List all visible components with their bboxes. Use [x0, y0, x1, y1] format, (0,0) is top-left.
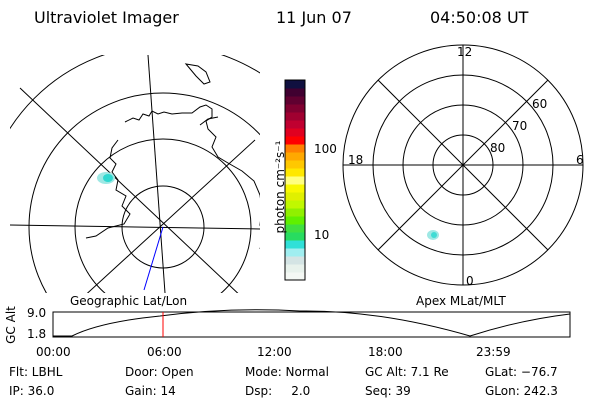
colorbar-swatch [285, 208, 305, 217]
colorbar-swatch [285, 80, 305, 89]
colorbar-tick-100: 100 [314, 142, 337, 156]
timeline-plot [52, 309, 571, 338]
filter-status: Flt: LBHL [9, 365, 63, 379]
colorbar-swatch [285, 152, 305, 161]
door-status: Door: Open [125, 365, 194, 379]
colorbar-swatch [285, 224, 305, 233]
lat-70-label: 70 [512, 119, 528, 133]
colorbar-swatch [285, 216, 305, 225]
colorbar-tick-10: 10 [314, 228, 330, 242]
colorbar-frame [284, 79, 306, 281]
colorbar-swatch [285, 256, 305, 265]
instrument-title: Ultraviolet Imager [34, 8, 179, 27]
colorbar-swatch [285, 232, 305, 241]
left-map-caption: Geographic Lat/Lon [70, 294, 188, 308]
colorbar-swatch [285, 168, 305, 177]
xtick: 00:00 [36, 345, 71, 359]
right-map-caption: Apex MLat/MLT [416, 294, 506, 308]
mlt-6-label: 6 [576, 153, 584, 167]
mode-status: Mode: Normal [245, 365, 329, 379]
colorbar-swatch [285, 200, 305, 209]
lat-80-label: 80 [490, 141, 506, 155]
glat-status: GLat: −76.7 [485, 365, 558, 379]
colorbar-swatch [285, 176, 305, 185]
sun-direction-line [143, 226, 164, 291]
geographic-map [10, 55, 260, 293]
gc-alt-status: GC Alt: 7.1 Re [365, 365, 449, 379]
colorbar-swatch [285, 144, 305, 153]
xtick: 23:59 [476, 345, 511, 359]
gain-status: Gain: 14 [125, 384, 176, 398]
coastline [199, 116, 219, 126]
colorbar-swatch [285, 96, 305, 105]
colorbar-swatch [285, 192, 305, 201]
coastline [124, 104, 260, 249]
magnetic-map [342, 44, 584, 286]
glon-status: GLon: 242.3 [485, 384, 558, 398]
time-label: 04:50:08 UT [430, 8, 529, 27]
xtick: 12:00 [257, 345, 292, 359]
ytick-max: 9.0 [27, 306, 47, 320]
colorbar-swatch [285, 264, 305, 273]
xtick: 06:00 [147, 345, 182, 359]
colorbar-swatch [285, 136, 305, 145]
coastline [85, 139, 131, 239]
timeline-ylabel: GC Alt [3, 306, 18, 344]
colorbar-swatch [285, 248, 305, 257]
date-label: 11 Jun 07 [276, 8, 352, 27]
colorbar-swatch [285, 240, 305, 249]
seq-status: Seq: 39 [365, 384, 411, 398]
coastline [184, 63, 211, 85]
colorbar-swatch [285, 104, 305, 113]
colorbar-swatch [285, 128, 305, 137]
mlt-18-label: 18 [348, 153, 364, 167]
ytick-min: 1.8 [27, 327, 47, 341]
dsp-status: Dsp: 2.0 [245, 384, 311, 398]
colorbar-swatch [285, 160, 305, 169]
colorbar-swatch [285, 272, 305, 281]
ip-status: IP: 36.0 [9, 384, 55, 398]
altitude-curve [53, 309, 571, 337]
colorbar-swatch [285, 112, 305, 121]
xtick: 18:00 [368, 345, 403, 359]
mlt-12-label: 12 [457, 45, 473, 59]
mlt-0-label: 0 [466, 274, 474, 288]
colorbar-swatch [285, 184, 305, 193]
colorbar-swatch [285, 88, 305, 97]
colorbar-label: photon cm⁻²s⁻¹ [273, 140, 287, 234]
colorbar-swatch [285, 120, 305, 129]
lat-60-label: 60 [532, 97, 548, 111]
colorbar [284, 79, 306, 281]
